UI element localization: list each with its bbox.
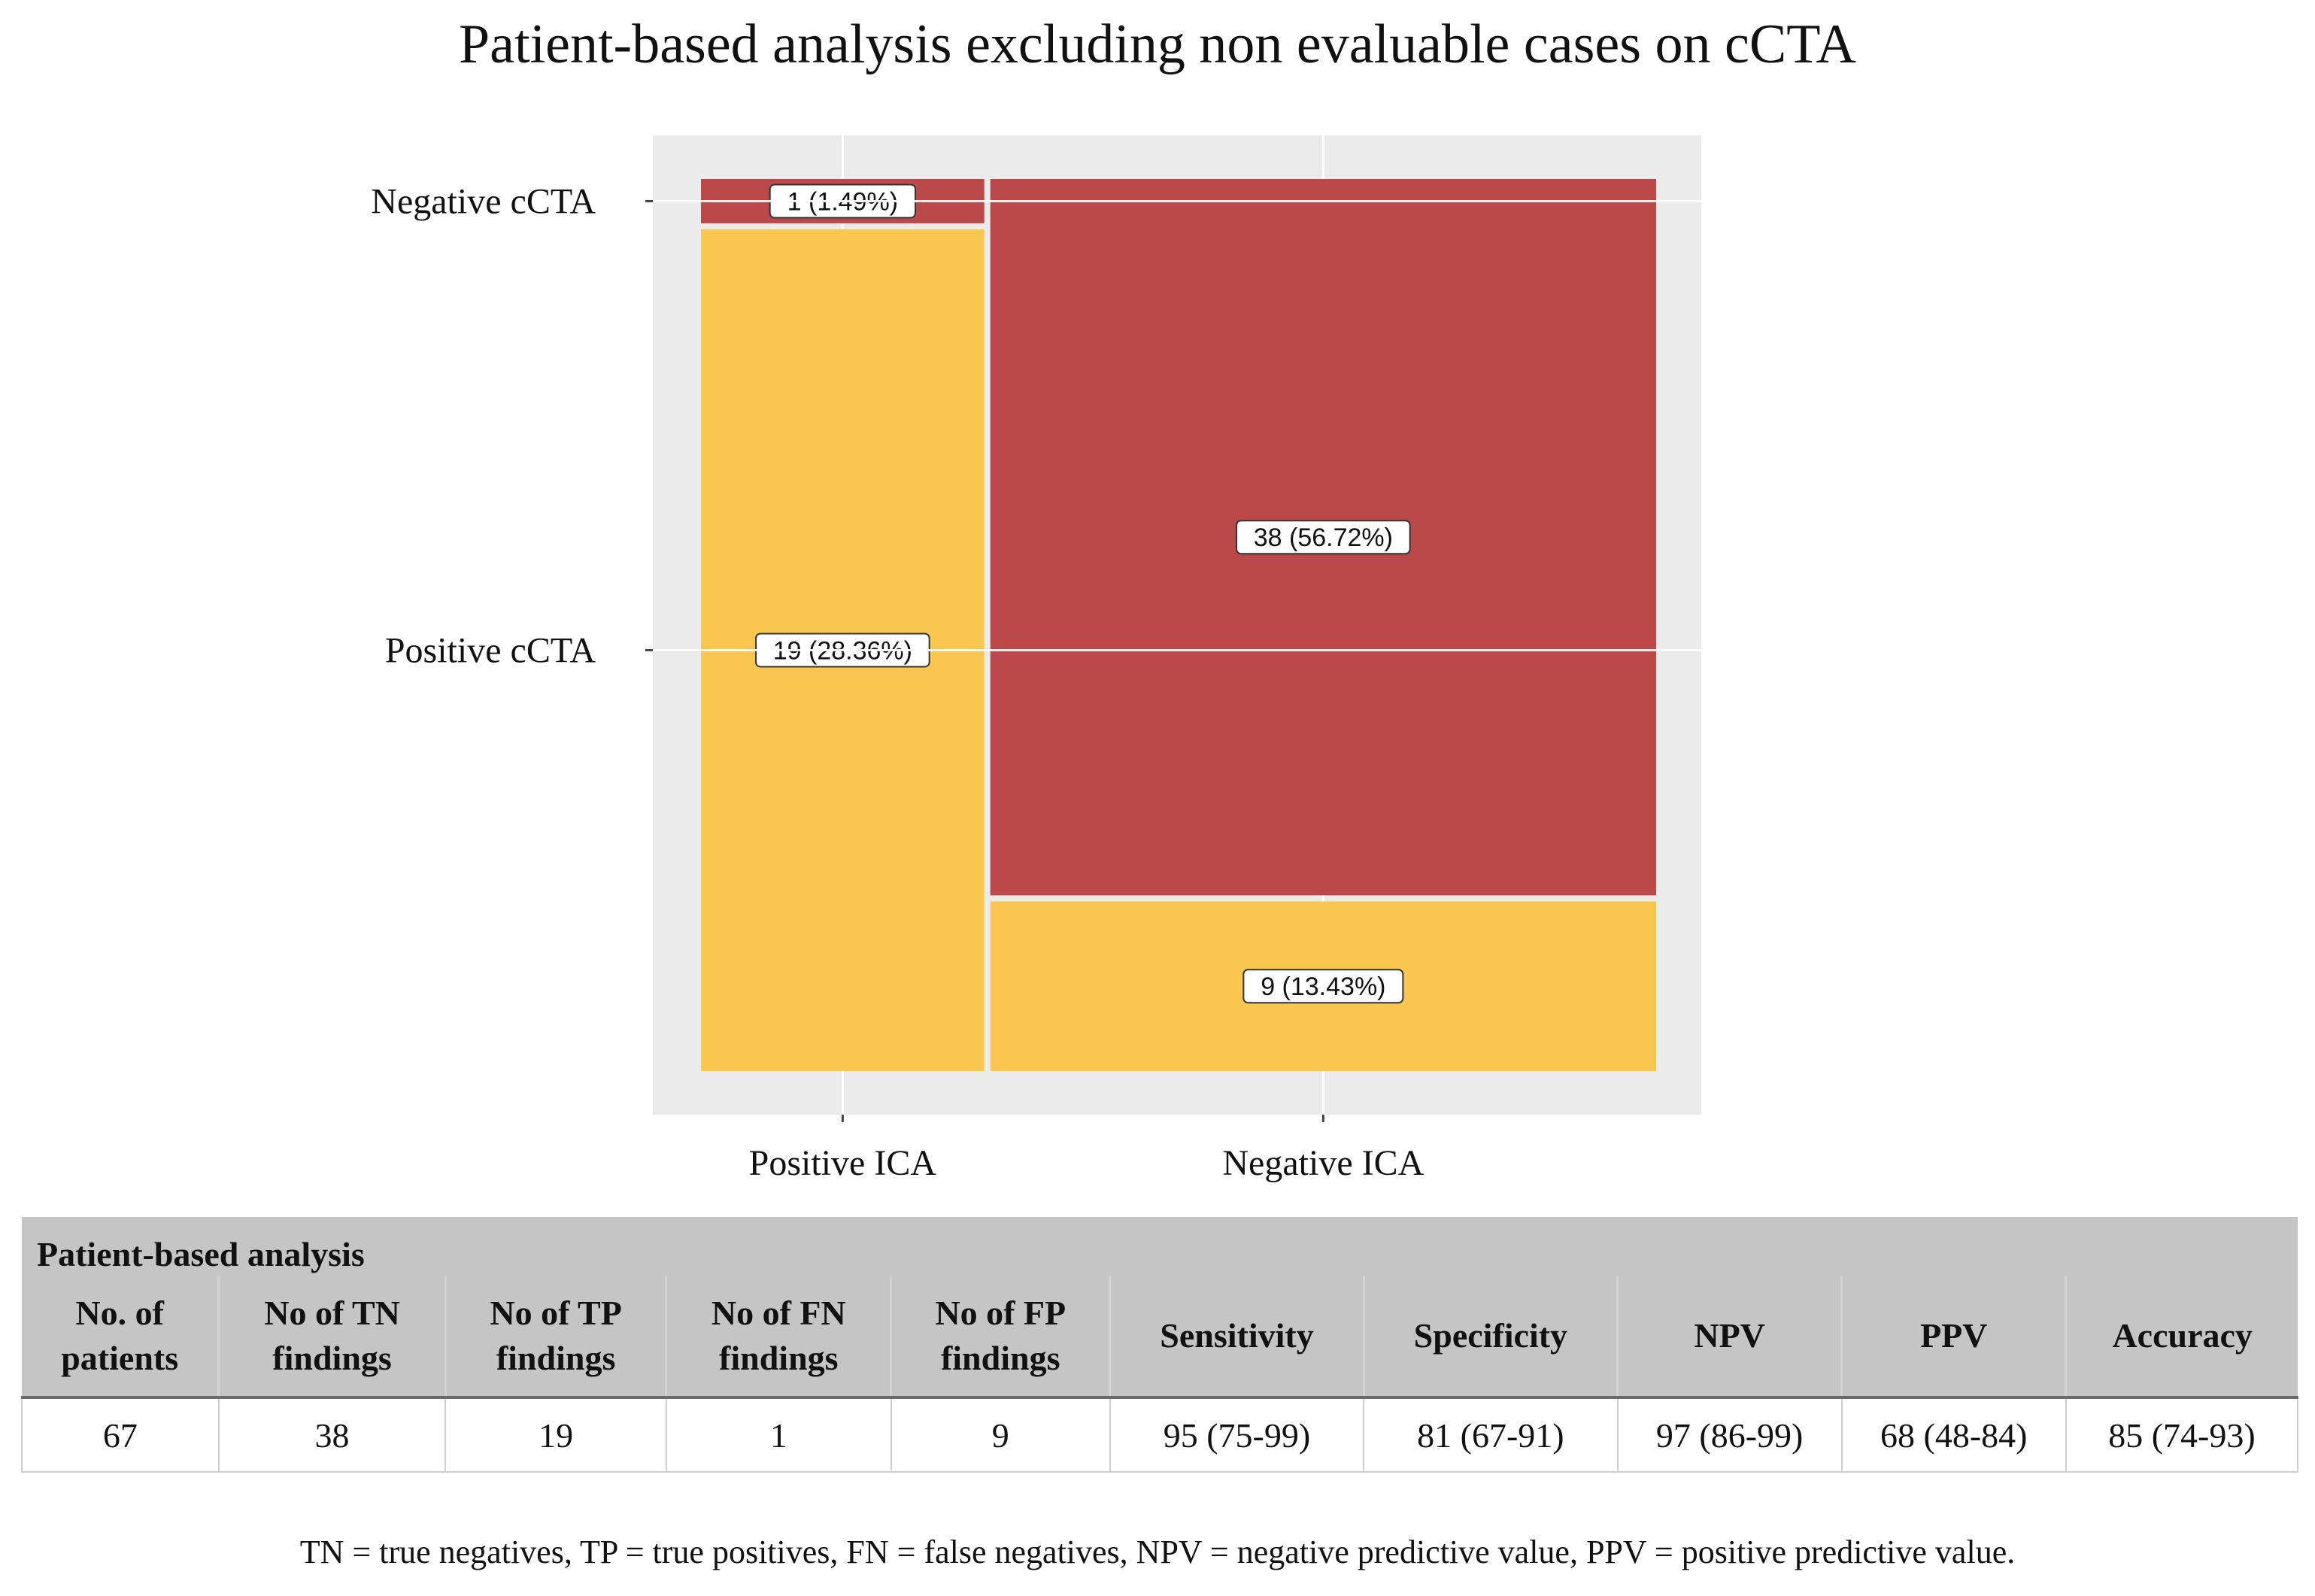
header-text: No of TN [264, 1294, 400, 1332]
table-cell: 67 [21, 1397, 220, 1473]
table-header-cell: No of FN findings [665, 1276, 891, 1399]
statistics-table: Patient-based analysis No. of patients No … [21, 1217, 2299, 1473]
chart-title: Patient-based analysis excluding non eva… [459, 14, 1856, 75]
table-cell: 85 (74-93) [2065, 1397, 2299, 1473]
header-text: Sensitivity [1160, 1316, 1314, 1355]
header-text: NPV [1694, 1316, 1765, 1355]
data-label-box [1242, 969, 1404, 1004]
table-cell: 81 (67-91) [1363, 1397, 1619, 1473]
header-text: No of FN [711, 1294, 846, 1332]
table-cell: 9 [890, 1397, 1111, 1473]
data-label: 38 (56.72%) [1254, 523, 1393, 552]
table-header-cell: PPV [1840, 1276, 2066, 1399]
table-caption-row: Patient-based analysis [22, 1217, 2298, 1276]
header-text: Specificity [1413, 1316, 1568, 1355]
table-cell: 19 [444, 1397, 667, 1473]
table-cell: 95 (75-99) [1109, 1397, 1365, 1473]
x-tick-label: Positive ICA [749, 1143, 937, 1183]
x-tick-label: Negative ICA [1222, 1143, 1424, 1183]
header-text: Accuracy [2112, 1316, 2253, 1355]
header-text: patients [61, 1339, 179, 1377]
table-header-cell: Sensitivity [1109, 1276, 1364, 1399]
header-text: No of TP [490, 1294, 622, 1332]
table-header-cell: Specificity [1362, 1276, 1618, 1399]
y-tick-label: Positive cCTA [385, 630, 596, 670]
table-row: 67 38 19 1 9 95 (75-99) 81 (67-91) 97 (86-99) 68… [21, 1397, 2299, 1473]
table-cell: 1 [665, 1397, 892, 1473]
header-text: No of FP [935, 1294, 1066, 1332]
table-caption: Patient-based analysis [22, 1217, 2298, 1276]
table-header-cell: No. of patients [22, 1276, 219, 1399]
mosaic-chart: 1 (1.49%)19 (28.36%)38 (56.72%)9 (13.43%… [371, 135, 1701, 1183]
table-header-cell: Accuracy [2065, 1276, 2298, 1399]
header-text: findings [940, 1339, 1060, 1377]
header-text: PPV [1920, 1316, 1988, 1355]
y-tick-label: Negative cCTA [371, 181, 596, 221]
table-header-cell: No of FP findings [890, 1276, 1110, 1399]
table-header-cell: No of TP findings [444, 1276, 666, 1399]
table-header-row: No. of patients No of TN findings No of TP fi… [22, 1276, 2298, 1399]
footnote: TN = true negatives, TP = true positives… [299, 1534, 2016, 1570]
header-text: findings [272, 1339, 392, 1377]
table-cell: 38 [217, 1397, 447, 1473]
table-cell: 68 (48-84) [1840, 1397, 2067, 1473]
header-text: findings [496, 1339, 616, 1377]
header-text: No. of [75, 1294, 164, 1332]
data-label-box [1236, 520, 1411, 555]
data-label: 9 (13.43%) [1261, 972, 1385, 1001]
table-header-cell: No of TN findings [217, 1276, 446, 1399]
table-cell: 97 (86-99) [1616, 1397, 1843, 1473]
header-text: findings [719, 1339, 839, 1377]
table-header-cell: NPV [1616, 1276, 1842, 1399]
